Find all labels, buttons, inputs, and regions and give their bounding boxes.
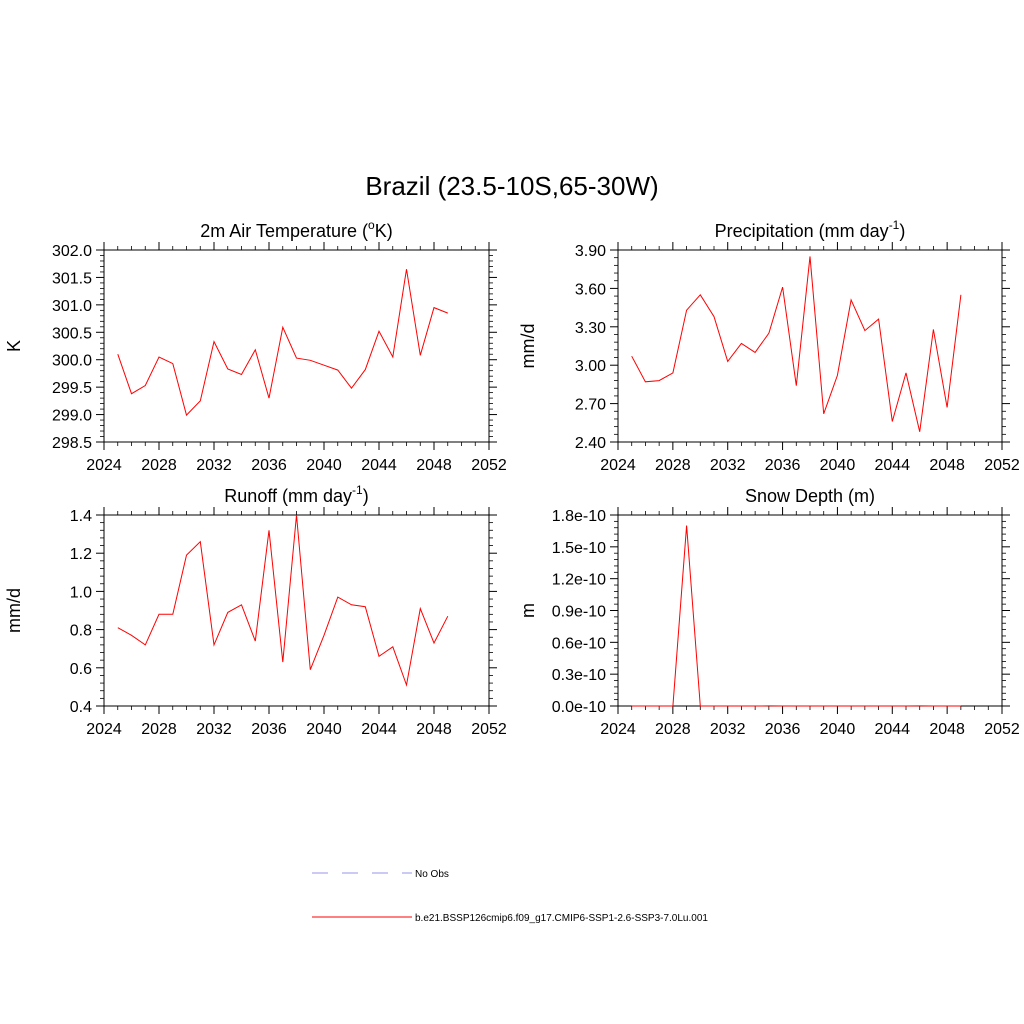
chart-snow-depth: Snow Depth (m) m 2024 2028 2032 2036 2040 2044 2… (518, 486, 1020, 738)
y-tick-label: 1.2 (70, 546, 92, 563)
x-tick-label: 2040 (306, 721, 342, 738)
chart-title-suffix: ) (363, 486, 369, 506)
x-tick-label: 2048 (416, 457, 452, 474)
y-tick-label: 0.4 (70, 699, 92, 716)
series-line-precipitation (631, 256, 962, 432)
chart-panels: 2m Air Temperature (oK) K 2024 2028 2032 2036… (4, 218, 1020, 738)
chart-title-text: 2m Air Temperature ( (200, 221, 368, 241)
series-line-runoff (117, 514, 449, 687)
x-tick-label: 2040 (820, 721, 856, 738)
x-tick-label: 2044 (361, 457, 397, 474)
x-tick-label: 2036 (251, 457, 287, 474)
chart-title-text: Precipitation (mm day (715, 221, 889, 241)
plot-frame (617, 514, 1003, 707)
chart-title-superscript: o (368, 218, 375, 232)
y-axis-label-temperature: K (4, 340, 24, 352)
y-tick-label: 3.90 (575, 243, 606, 260)
y-tick-label: 302.0 (52, 243, 92, 260)
x-tick-label: 2040 (820, 457, 856, 474)
plot-frame (103, 514, 490, 707)
legend-obs-label: No Obs (415, 869, 449, 880)
chart-runoff: Runoff (mm day-1) mm/d 2024 2028 2032 2036 204… (4, 483, 507, 738)
x-tick-label: 2032 (710, 457, 746, 474)
chart-title-temperature: 2m Air Temperature (oK) (200, 218, 392, 241)
y-tick-label: 1.4 (70, 508, 92, 525)
x-tick-label: 2024 (600, 457, 636, 474)
y-tick-label: 1.8e-10 (552, 508, 606, 525)
chart-title-superscript: -1 (889, 218, 900, 232)
chart-title-superscript: -1 (352, 483, 363, 497)
chart-title-runoff: Runoff (mm day-1) (224, 483, 368, 506)
x-tick-label: 2036 (765, 721, 801, 738)
x-tick-label: 2048 (416, 721, 452, 738)
y-tick-label: 3.30 (575, 320, 606, 337)
y-tick-label: 300.0 (52, 353, 92, 370)
y-tick-label: 2.40 (575, 435, 606, 452)
series-line-temperature (117, 269, 448, 417)
plot-frame (617, 249, 1003, 443)
y-axis-label-runoff: mm/d (4, 588, 24, 633)
y-tick-label: 298.5 (52, 435, 92, 452)
y-tick-label: 301.5 (52, 270, 92, 287)
x-tick-label: 2040 (306, 457, 342, 474)
x-tick-label: 2024 (600, 721, 636, 738)
x-tick-label: 2052 (984, 457, 1020, 474)
x-tick-label: 2052 (471, 457, 507, 474)
x-tick-label: 2044 (361, 721, 397, 738)
y-tick-label: 3.60 (575, 281, 606, 298)
chart-temperature: 2m Air Temperature (oK) K 2024 2028 2032 2036… (4, 218, 507, 474)
chart-title-snow-depth: Snow Depth (m) (745, 486, 875, 506)
chart-title-text: Snow Depth (m) (745, 486, 875, 506)
x-tick-label: 2032 (196, 457, 232, 474)
page-title: Brazil (23.5-10S,65-30W) (365, 171, 658, 201)
x-tick-label: 2024 (86, 721, 122, 738)
chart-title-suffix: ) (899, 221, 905, 241)
y-tick-label: 0.6e-10 (552, 635, 606, 652)
x-tick-label: 2052 (471, 721, 507, 738)
legend: No Obs b.e21.BSSP126cmip6.f09_g17.CMIP6-… (312, 869, 708, 924)
y-tick-label: 1.5e-10 (552, 540, 606, 557)
x-tick-label: 2028 (141, 457, 177, 474)
y-tick-label: 0.3e-10 (552, 667, 606, 684)
x-tick-label: 2036 (251, 721, 287, 738)
chart-precipitation: Precipitation (mm day-1) mm/d 2024 2028 2032… (518, 218, 1020, 474)
x-tick-label: 2028 (655, 721, 691, 738)
y-tick-label: 0.6 (70, 661, 92, 678)
y-axis-label-snow-depth: m (518, 603, 538, 618)
x-tick-label: 2052 (984, 721, 1020, 738)
x-tick-label: 2048 (929, 457, 965, 474)
y-tick-label: 0.9e-10 (552, 604, 606, 621)
x-tick-label: 2048 (929, 721, 965, 738)
chart-title-text: Runoff (mm day (224, 486, 352, 506)
chart-title-precipitation: Precipitation (mm day-1) (715, 218, 906, 241)
x-tick-label: 2032 (196, 721, 232, 738)
y-tick-label: 0.8 (70, 623, 92, 640)
y-tick-label: 299.0 (52, 408, 92, 425)
y-tick-label: 0.0e-10 (552, 699, 606, 716)
x-tick-label: 2032 (710, 721, 746, 738)
y-tick-label: 301.0 (52, 298, 92, 315)
series-line-snow-depth (631, 525, 961, 707)
x-tick-label: 2044 (874, 721, 910, 738)
plot-frame (103, 249, 490, 443)
x-tick-label: 2036 (765, 457, 801, 474)
y-tick-label: 1.2e-10 (552, 572, 606, 589)
y-tick-label: 299.5 (52, 380, 92, 397)
y-tick-label: 1.0 (70, 584, 92, 601)
x-tick-label: 2044 (874, 457, 910, 474)
x-tick-label: 2028 (655, 457, 691, 474)
legend-model-label: b.e21.BSSP126cmip6.f09_g17.CMIP6-SSP1-2.… (415, 913, 708, 924)
y-axis-label-precipitation: mm/d (518, 324, 538, 369)
x-tick-label: 2028 (141, 721, 177, 738)
x-tick-label: 2024 (86, 457, 122, 474)
y-tick-label: 300.5 (52, 325, 92, 342)
chart-title-suffix: K) (375, 221, 393, 241)
y-tick-label: 2.70 (575, 397, 606, 414)
y-tick-label: 3.00 (575, 358, 606, 375)
